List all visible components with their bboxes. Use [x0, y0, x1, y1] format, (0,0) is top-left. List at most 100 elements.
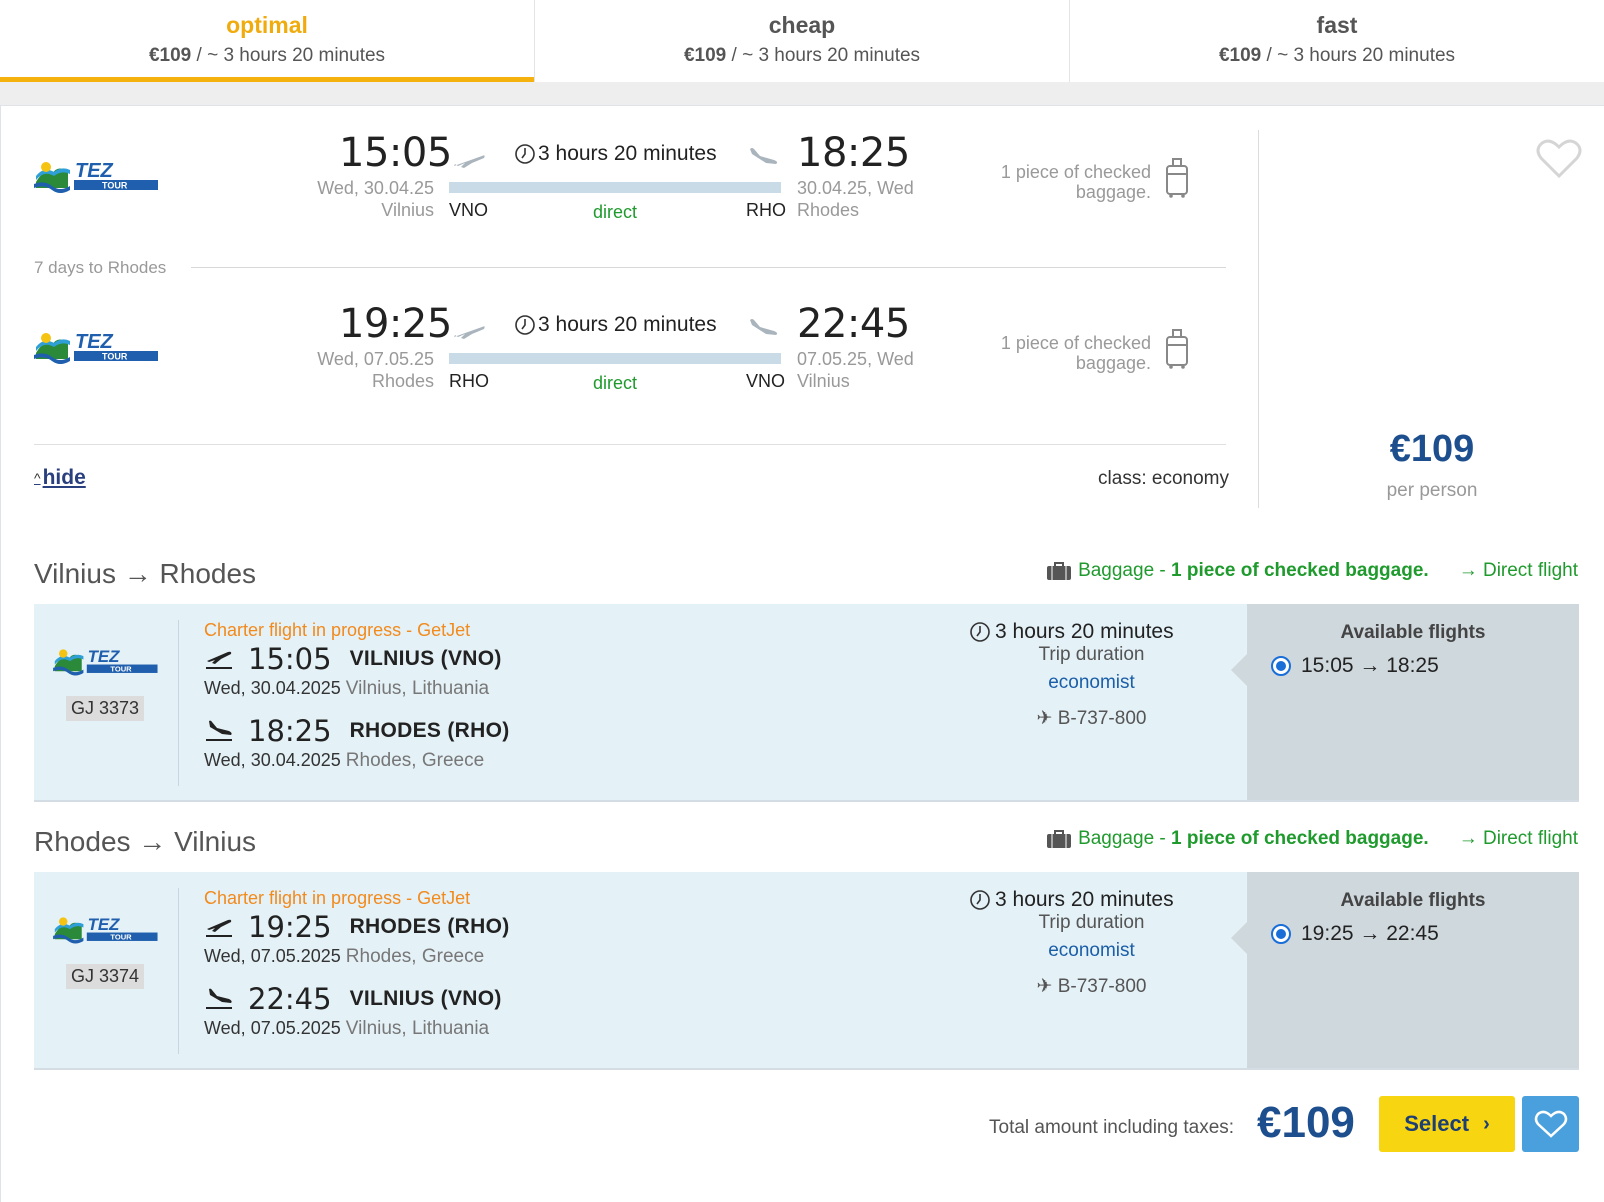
- departure-row: 19:25 RHODES (RHO): [204, 910, 510, 944]
- arrival-location: Vilnius, Lithuania: [345, 1018, 490, 1039]
- arrival-time: 18:25: [248, 714, 332, 748]
- summary-divider: [34, 444, 1226, 445]
- trip-duration: 3 hours 20 minutes: [969, 620, 1209, 644]
- aircraft-type: ✈ B-737-800: [1036, 976, 1147, 997]
- charter-label: Charter flight in progress - GetJet: [204, 888, 471, 908]
- tab-subtitle: €109 / ~ 3 hours 20 minutes: [1070, 45, 1604, 67]
- flight-number: GJ 3373: [66, 696, 145, 721]
- arrival-code: RHO: [746, 200, 786, 220]
- tab-price: €109: [683, 45, 727, 66]
- departure-info: Wed, 07.05.2025 Rhodes, Greece: [204, 946, 484, 968]
- tab-subtitle: €109 / ~ 3 hours 20 minutes: [535, 45, 1069, 67]
- airline-logo: [34, 158, 162, 196]
- arrival-time: 22:45: [797, 301, 910, 347]
- chevron-right-icon: ›: [1483, 1112, 1490, 1135]
- baggage-label: Baggage -: [1078, 828, 1172, 849]
- baggage-label: Baggage -: [1078, 560, 1172, 581]
- arrival-airport: RHODES (RHO): [349, 719, 510, 742]
- clock-icon: [969, 889, 991, 911]
- stops-label: direct: [592, 202, 637, 222]
- baggage-note: 1 piece of checked baggage.: [1000, 333, 1151, 373]
- radio-selected-icon[interactable]: [1271, 656, 1291, 676]
- duration-text: 3 hours 20 minutes: [995, 888, 1174, 911]
- departure-location: Rhodes, Greece: [345, 946, 485, 967]
- duration-label: Trip duration: [1038, 644, 1145, 665]
- flight-option-radio[interactable]: 19:25 → 22:45: [1271, 922, 1439, 946]
- tab-price: €109: [1218, 45, 1262, 66]
- price-per-person: €109: [1389, 428, 1475, 470]
- departure-row: 15:05 VILNIUS (VNO): [204, 642, 502, 676]
- select-button[interactable]: Select ›: [1379, 1096, 1515, 1152]
- flight-result-card: 15:05 Wed, 30.04.25 Vilnius 3 hours 20 m…: [0, 106, 1604, 1202]
- arrival-date: 30.04.25, Wed: [797, 178, 914, 198]
- tab-cheap[interactable]: cheap €109 / ~ 3 hours 20 minutes: [535, 0, 1070, 82]
- arrival-city: Vilnius: [797, 371, 850, 391]
- flight-detail-inbound: GJ 3374 Charter flight in progress - Get…: [34, 872, 1579, 1070]
- airline-logo: [34, 329, 162, 367]
- route-title: Rhodes → Vilnius: [34, 826, 257, 857]
- arrival-airport: VILNIUS (VNO): [349, 987, 502, 1010]
- favorite-button[interactable]: [1522, 1096, 1579, 1152]
- inbound-summary: 19:25 Wed, 07.05.25 Rhodes 3 hours 20 mi…: [34, 301, 1226, 411]
- arrival-row: 18:25 RHODES (RHO): [204, 714, 510, 748]
- arrival-info: Wed, 30.04.2025 Rhodes, Greece: [204, 750, 484, 772]
- flight-option-radio[interactable]: 15:05 → 18:25: [1271, 654, 1439, 678]
- airline-logo: [52, 914, 162, 946]
- tab-fast[interactable]: fast €109 / ~ 3 hours 20 minutes: [1070, 0, 1604, 82]
- departure-date: Wed, 07.05.2025: [204, 946, 341, 966]
- landing-icon: [204, 719, 234, 743]
- outbound-summary: 15:05 Wed, 30.04.25 Vilnius 3 hours 20 m…: [34, 130, 1226, 240]
- baggage-prefix: Baggage - 1 piece of checked baggage.: [1078, 828, 1429, 850]
- baggage-note: 1 piece of checked baggage.: [1000, 162, 1151, 202]
- arrival-date: 07.05.25, Wed: [797, 349, 914, 369]
- departure-city: Vilnius: [381, 200, 434, 220]
- stops-label: direct: [592, 373, 637, 393]
- cabin-class: economist: [1048, 672, 1135, 693]
- duration-text: 3 hours 20 minutes: [538, 313, 717, 336]
- tab-duration: / ~ 3 hours 20 minutes: [1261, 45, 1456, 66]
- sort-tabs: optimal €109 / ~ 3 hours 20 minutes chea…: [0, 0, 1604, 82]
- chevron-up-icon: ^: [34, 470, 41, 486]
- available-flights-panel: Available flights 15:05 → 18:25: [1231, 604, 1579, 800]
- flight-number: GJ 3374: [66, 964, 145, 989]
- flight-option-label: 19:25 → 22:45: [1301, 922, 1439, 945]
- hide-details-link[interactable]: ^ hide: [34, 466, 86, 490]
- available-flights-panel: Available flights 19:25 → 22:45: [1231, 872, 1579, 1068]
- tab-optimal[interactable]: optimal €109 / ~ 3 hours 20 minutes: [0, 0, 535, 82]
- price-note: per person: [1386, 480, 1478, 501]
- landing-icon: [746, 317, 780, 339]
- flight-duration: 3 hours 20 minutes: [514, 142, 717, 166]
- radio-selected-icon[interactable]: [1271, 924, 1291, 944]
- duration-label: Trip duration: [1038, 912, 1145, 933]
- baggage-allowance: 1 piece of checked baggage.: [1171, 560, 1429, 581]
- departure-time: 15:05: [248, 642, 332, 676]
- departure-airport: RHODES (RHO): [349, 915, 510, 938]
- route-title: Vilnius → Rhodes: [34, 558, 257, 589]
- cabin-class: economist: [1048, 940, 1135, 961]
- favorite-heart-icon[interactable]: [1535, 136, 1583, 180]
- clock-icon: [514, 143, 536, 165]
- route-bar: [449, 353, 781, 364]
- landing-icon: [746, 146, 780, 168]
- tab-subtitle: €109 / ~ 3 hours 20 minutes: [0, 45, 534, 67]
- luggage-icon: [1164, 327, 1190, 369]
- route-bar: [449, 182, 781, 193]
- arrival-code: VNO: [746, 371, 786, 391]
- available-flights-title: Available flights: [1340, 890, 1486, 911]
- flight-option-label: 15:05 → 18:25: [1301, 654, 1439, 677]
- takeoff-icon: [452, 319, 486, 341]
- tab-separator: [0, 82, 1604, 106]
- arrival-date: Wed, 07.05.2025: [204, 1018, 341, 1038]
- arrival-row: 22:45 VILNIUS (VNO): [204, 982, 502, 1016]
- trip-duration: 3 hours 20 minutes: [969, 888, 1209, 912]
- detail-divider: [178, 888, 179, 1054]
- departure-code: RHO: [449, 371, 489, 391]
- cabin-class: class: economy: [1098, 468, 1229, 489]
- arrival-location: Rhodes, Greece: [345, 750, 485, 771]
- tab-duration: / ~ 3 hours 20 minutes: [191, 45, 386, 66]
- price-divider: [1258, 130, 1259, 508]
- baggage-prefix: Baggage - 1 piece of checked baggage.: [1078, 560, 1429, 582]
- tab-price: €109: [148, 45, 192, 66]
- tab-title: fast: [1316, 12, 1358, 38]
- suitcase-icon: [1046, 829, 1072, 849]
